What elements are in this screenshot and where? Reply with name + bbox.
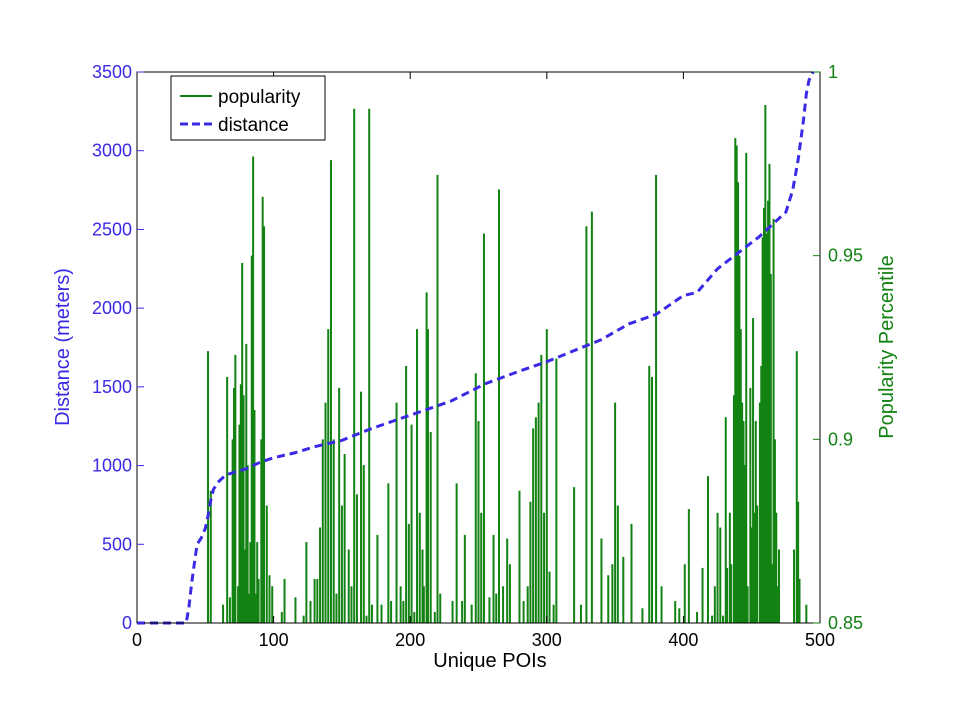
left-y-tick-label: 0 [122, 613, 132, 633]
x-tick-label: 200 [395, 630, 425, 650]
right-y-tick-label: 0.95 [828, 246, 863, 266]
plot-frame [136, 71, 821, 624]
x-axis: 0 100 200 300 400 500 [132, 72, 835, 650]
left-y-tick-label: 2500 [92, 219, 132, 239]
popularity-bars [207, 105, 808, 623]
legend: popularity distance [170, 75, 326, 141]
left-y-axis-label: Distance (meters) [52, 268, 74, 426]
legend-label-popularity: popularity [218, 87, 301, 108]
x-tick-label: 500 [805, 630, 835, 650]
left-y-axis: 0 500 1000 1500 2000 2500 3000 3500 [92, 62, 144, 633]
right-y-tick-label: 0.9 [828, 429, 853, 449]
x-tick-label: 400 [668, 630, 698, 650]
right-y-tick-label: 1 [828, 62, 838, 82]
x-axis-label: Unique POIs [433, 650, 546, 672]
x-tick-label: 300 [532, 630, 562, 650]
left-y-tick-label: 3000 [92, 141, 132, 161]
left-y-tick-label: 500 [102, 534, 132, 554]
left-y-tick-label: 2000 [92, 298, 132, 318]
legend-box [170, 75, 326, 141]
distance-line-group [137, 71, 815, 625]
left-y-tick-label: 1500 [92, 377, 132, 397]
x-tick-label: 0 [132, 630, 142, 650]
legend-label-distance: distance [218, 115, 289, 136]
left-y-tick-label: 1000 [92, 456, 132, 476]
right-y-axis-label: Popularity Percentile [876, 255, 898, 438]
right-y-tick-label: 0.85 [828, 613, 863, 633]
left-y-tick-label: 3500 [92, 62, 132, 82]
x-tick-label: 100 [259, 630, 289, 650]
distance-line [137, 71, 815, 625]
right-y-axis: 0.85 0.9 0.95 1 [813, 62, 863, 633]
